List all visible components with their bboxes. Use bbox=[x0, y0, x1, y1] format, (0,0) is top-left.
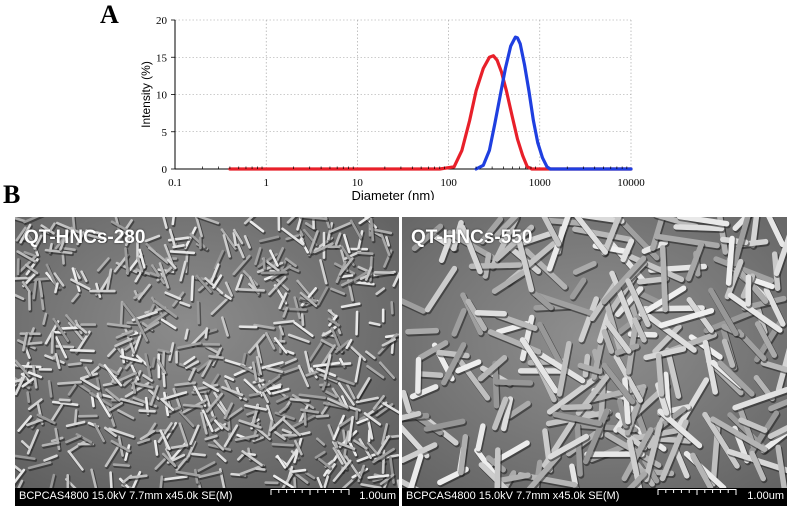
sem-micrograph-550 bbox=[402, 217, 787, 488]
sem-instrument-info: BCPCAS4800 15.0kV 7.7mm x45.0k SE(M) bbox=[406, 490, 620, 502]
size-distribution-chart: 0.1 1 10 100 1000 10000 0 5 10 15 20 Diameter (nm)… bbox=[139, 15, 645, 200]
x-tick-label: 10000 bbox=[617, 177, 645, 189]
chart-grid bbox=[174, 19, 632, 170]
sem-scale-label: 1.00um bbox=[747, 490, 784, 502]
sem-scale-bar bbox=[657, 489, 737, 495]
y-tick-label: 15 bbox=[156, 52, 168, 64]
x-tick-label: 100 bbox=[440, 177, 457, 189]
sem-image-280: QT-HNCs-280 BCPCAS4800 15.0kV 7.7mm x45.… bbox=[15, 217, 399, 506]
x-tick-label: 10 bbox=[352, 177, 364, 189]
y-tick-label: 5 bbox=[162, 127, 168, 139]
x-tick-label: 1000 bbox=[529, 177, 552, 189]
sem-micrograph-280 bbox=[15, 217, 399, 488]
x-tick-label: 1 bbox=[263, 177, 269, 189]
x-axis-label: Diameter (nm) bbox=[351, 188, 434, 200]
sem-instrument-info: BCPCAS4800 15.0kV 7.7mm x45.0k SE(M) bbox=[19, 490, 233, 502]
sem-info-bar: BCPCAS4800 15.0kV 7.7mm x45.0k SE(M) 1.0… bbox=[15, 488, 399, 506]
sem-sample-label: QT-HNCs-550 bbox=[411, 227, 533, 248]
sem-scale-label: 1.00um bbox=[359, 490, 396, 502]
x-tick-label: 0.1 bbox=[168, 177, 182, 189]
sem-info-bar: BCPCAS4800 15.0kV 7.7mm x45.0k SE(M) 1.0… bbox=[402, 488, 787, 506]
sem-scale-bar bbox=[270, 489, 350, 495]
y-tick-label: 20 bbox=[156, 15, 168, 27]
panel-label-a: A bbox=[100, 0, 119, 29]
panel-label-b: B bbox=[3, 180, 21, 209]
y-tick-label: 10 bbox=[156, 90, 168, 102]
series-line-2 bbox=[474, 35, 633, 171]
chart-series bbox=[228, 35, 633, 171]
sem-sample-label: QT-HNCs-280 bbox=[24, 227, 146, 248]
series-line-1 bbox=[228, 54, 633, 171]
sem-image-550: QT-HNCs-550 BCPCAS4800 15.0kV 7.7mm x45.… bbox=[402, 217, 787, 506]
y-tick-label: 0 bbox=[162, 164, 168, 176]
chart-ticks: 0.1 1 10 100 1000 10000 0 5 10 15 20 bbox=[156, 15, 645, 189]
y-axis-label: Intensity (%) bbox=[139, 61, 153, 128]
